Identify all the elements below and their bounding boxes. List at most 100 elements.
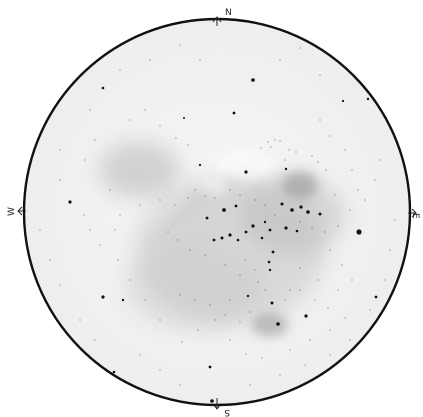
faint-star xyxy=(329,135,331,137)
star xyxy=(121,298,125,302)
faint-star xyxy=(351,279,353,281)
faint-star xyxy=(209,304,211,306)
star xyxy=(222,208,226,212)
star xyxy=(267,260,271,264)
faint-star xyxy=(159,369,161,371)
faint-star xyxy=(374,179,376,181)
star xyxy=(304,314,308,318)
faint-star xyxy=(181,341,183,343)
star xyxy=(232,111,236,115)
faint-star xyxy=(84,159,86,161)
faint-star xyxy=(249,311,251,313)
faint-star xyxy=(264,289,266,291)
faint-star xyxy=(197,329,199,331)
star xyxy=(220,236,224,240)
faint-star xyxy=(99,244,101,246)
faint-star xyxy=(159,199,161,201)
star xyxy=(284,167,288,171)
faint-star xyxy=(344,317,346,319)
faint-star xyxy=(349,209,351,211)
faint-star xyxy=(299,267,301,269)
faint-star xyxy=(394,219,396,221)
faint-star xyxy=(94,339,96,341)
faint-star xyxy=(329,249,331,251)
faint-star xyxy=(337,225,339,227)
star xyxy=(183,117,185,119)
faint-star xyxy=(311,227,313,229)
star xyxy=(198,163,202,167)
faint-star xyxy=(344,149,346,151)
star xyxy=(270,301,274,305)
faint-star xyxy=(229,339,231,341)
star xyxy=(271,250,275,254)
star xyxy=(290,208,294,212)
faint-star xyxy=(89,229,91,231)
faint-star xyxy=(279,140,281,142)
faint-star xyxy=(389,249,391,251)
faint-star xyxy=(254,269,256,271)
faint-star xyxy=(384,279,386,281)
faint-star xyxy=(267,141,269,143)
star xyxy=(212,238,216,242)
faint-star xyxy=(194,189,196,191)
faint-star xyxy=(329,329,331,331)
faint-star xyxy=(159,125,161,127)
faint-star xyxy=(194,299,196,301)
star xyxy=(284,226,288,230)
star xyxy=(228,233,232,237)
faint-star xyxy=(309,339,311,341)
faint-star xyxy=(83,214,85,216)
faint-star xyxy=(177,239,179,241)
east-marker: E xyxy=(408,208,420,219)
faint-star xyxy=(334,194,336,196)
faint-star xyxy=(59,179,61,181)
faint-star xyxy=(214,319,216,321)
star xyxy=(263,220,267,224)
star xyxy=(299,205,303,209)
star xyxy=(101,86,105,90)
faint-star xyxy=(311,155,313,157)
faint-star xyxy=(179,384,181,386)
faint-star xyxy=(324,231,326,233)
faint-star xyxy=(325,169,327,171)
star xyxy=(112,370,116,374)
faint-star xyxy=(117,259,119,261)
star xyxy=(318,212,322,216)
faint-star xyxy=(129,119,131,121)
faint-star xyxy=(319,119,321,121)
star xyxy=(246,294,250,298)
faint-star xyxy=(119,214,121,216)
faint-star xyxy=(295,151,297,153)
faint-star xyxy=(317,161,319,163)
star xyxy=(56,344,60,348)
faint-star xyxy=(144,109,146,111)
faint-star xyxy=(261,357,263,359)
faint-star xyxy=(299,289,301,291)
star xyxy=(276,322,280,326)
west-marker: W xyxy=(7,206,26,216)
faint-star xyxy=(199,59,201,61)
faint-star xyxy=(89,109,91,111)
faint-star xyxy=(79,319,81,321)
star xyxy=(374,295,378,299)
faint-star xyxy=(187,144,189,146)
faint-star xyxy=(129,279,131,281)
star xyxy=(251,224,255,228)
faint-star xyxy=(369,309,371,311)
faint-star xyxy=(327,307,329,309)
faint-star xyxy=(159,319,161,321)
faint-star xyxy=(254,199,256,201)
star xyxy=(295,229,299,233)
faint-star xyxy=(289,349,291,351)
faint-star xyxy=(260,147,262,149)
faint-star xyxy=(229,299,231,301)
east-label: E xyxy=(410,213,420,219)
faint-star xyxy=(229,189,231,191)
faint-star xyxy=(337,289,339,291)
faint-star xyxy=(224,314,226,316)
star xyxy=(236,238,240,242)
faint-star xyxy=(329,354,331,356)
faint-star xyxy=(279,374,281,376)
faint-star xyxy=(189,249,191,251)
